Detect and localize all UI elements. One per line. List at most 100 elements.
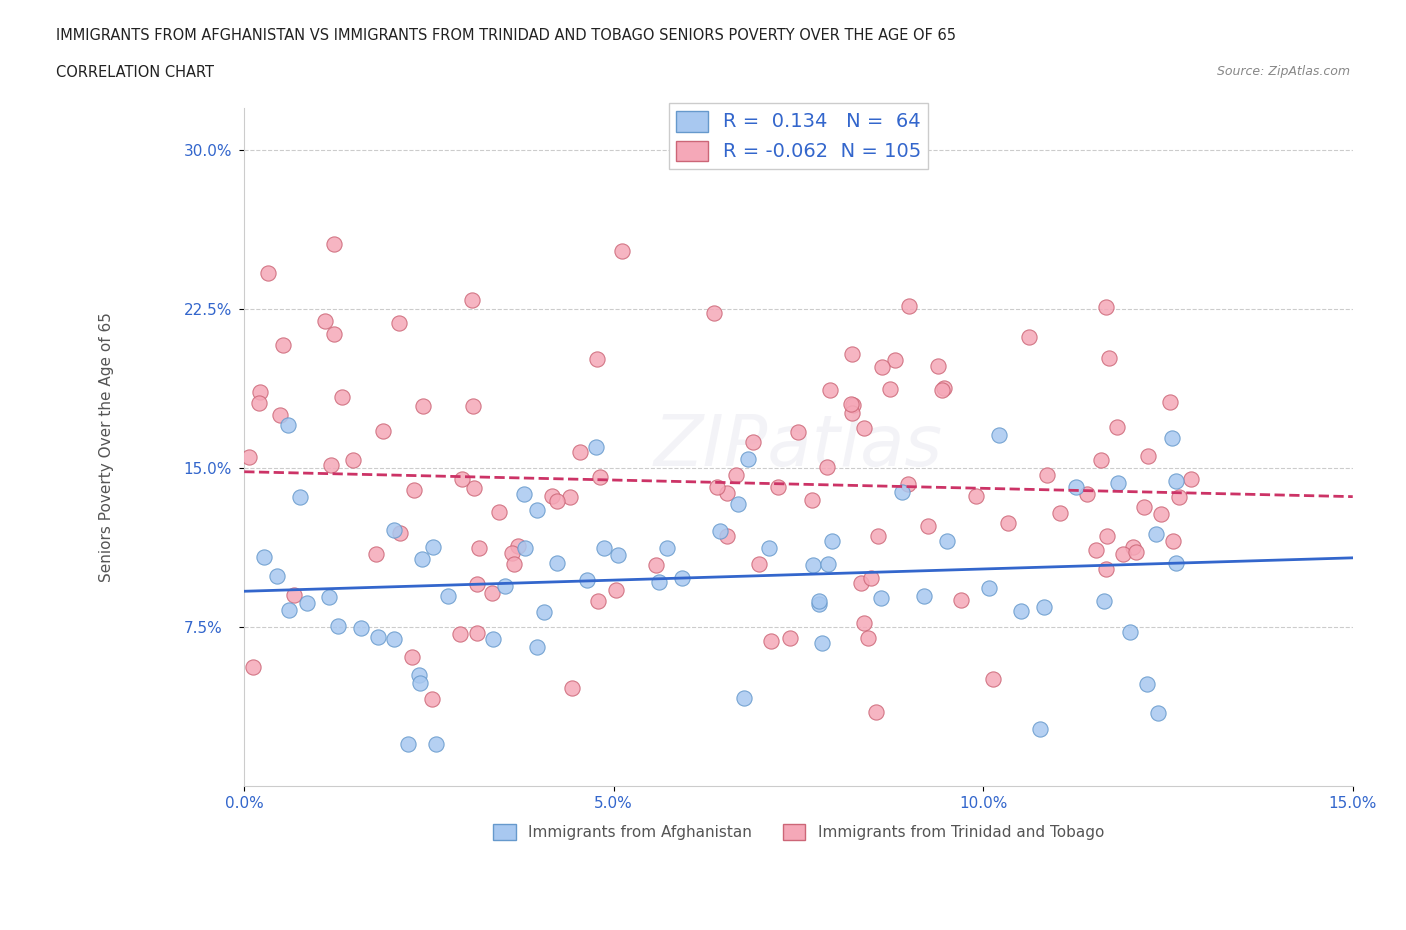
Point: [648, 575, 671, 590]
Point: [853, 420, 876, 435]
Point: [807, 593, 830, 608]
Point: [501, 545, 523, 560]
Text: Source: ZipAtlas.com: Source: ZipAtlas.com: [1216, 65, 1350, 78]
Point: [742, 434, 765, 449]
Point: [1161, 533, 1184, 548]
Point: [420, 692, 443, 707]
Point: [546, 556, 568, 571]
Point: [269, 407, 291, 422]
Point: [1033, 600, 1056, 615]
Point: [917, 519, 939, 534]
Point: [586, 352, 609, 366]
Point: [1168, 489, 1191, 504]
Point: [404, 483, 426, 498]
Point: [897, 476, 920, 491]
Point: [526, 640, 548, 655]
Point: [801, 557, 824, 572]
Point: [818, 382, 841, 397]
Point: [558, 490, 581, 505]
Point: [849, 575, 872, 590]
Point: [787, 424, 810, 439]
Point: [350, 620, 373, 635]
Point: [465, 577, 488, 591]
Point: [932, 381, 955, 396]
Point: [644, 558, 666, 573]
Point: [983, 671, 1005, 686]
Point: [373, 423, 395, 438]
Point: [1085, 542, 1108, 557]
Point: [1112, 547, 1135, 562]
Point: [326, 618, 349, 633]
Point: [318, 590, 340, 604]
Point: [869, 591, 891, 605]
Point: [706, 479, 728, 494]
Point: [1146, 706, 1168, 721]
Point: [808, 597, 831, 612]
Point: [319, 458, 342, 472]
Point: [253, 550, 276, 565]
Point: [1049, 506, 1071, 521]
Point: [461, 398, 484, 413]
Point: [342, 452, 364, 467]
Point: [1098, 351, 1121, 365]
Point: [467, 540, 489, 555]
Point: [450, 472, 472, 487]
Point: [1095, 299, 1118, 314]
Point: [273, 338, 295, 352]
Point: [546, 494, 568, 509]
Point: [526, 502, 548, 517]
Point: [853, 616, 876, 631]
Point: [1095, 562, 1118, 577]
Point: [411, 551, 433, 566]
Point: [513, 486, 536, 501]
Y-axis label: Seniors Poverty Over the Age of 65: Seniors Poverty Over the Age of 65: [100, 312, 114, 582]
Point: [1090, 452, 1112, 467]
Point: [859, 571, 882, 586]
Point: [606, 548, 628, 563]
Point: [396, 737, 419, 751]
Point: [366, 547, 388, 562]
Point: [513, 540, 536, 555]
Point: [1035, 468, 1057, 483]
Point: [1119, 625, 1142, 640]
Point: [506, 539, 529, 554]
Point: [593, 540, 616, 555]
Point: [323, 326, 346, 341]
Point: [277, 418, 299, 432]
Point: [879, 381, 901, 396]
Point: [655, 540, 678, 555]
Text: CORRELATION CHART: CORRELATION CHART: [56, 65, 214, 80]
Point: [494, 578, 516, 593]
Point: [950, 593, 973, 608]
Point: [810, 635, 832, 650]
Point: [766, 479, 789, 494]
Point: [461, 292, 484, 307]
Point: [1105, 420, 1128, 435]
Point: [605, 582, 627, 597]
Point: [1164, 473, 1187, 488]
Point: [288, 489, 311, 504]
Point: [1122, 539, 1144, 554]
Point: [422, 539, 444, 554]
Point: [1010, 604, 1032, 618]
Point: [586, 593, 609, 608]
Point: [890, 485, 912, 499]
Point: [1076, 486, 1098, 501]
Point: [295, 595, 318, 610]
Point: [388, 315, 411, 330]
Point: [758, 540, 780, 555]
Point: [388, 525, 411, 540]
Point: [247, 395, 270, 410]
Point: [936, 534, 959, 549]
Point: [865, 705, 887, 720]
Point: [1097, 529, 1119, 544]
Point: [1161, 431, 1184, 445]
Point: [671, 571, 693, 586]
Point: [425, 737, 447, 751]
Point: [561, 681, 583, 696]
Point: [575, 572, 598, 587]
Point: [839, 397, 862, 412]
Point: [330, 390, 353, 405]
Point: [1125, 544, 1147, 559]
Point: [401, 649, 423, 664]
